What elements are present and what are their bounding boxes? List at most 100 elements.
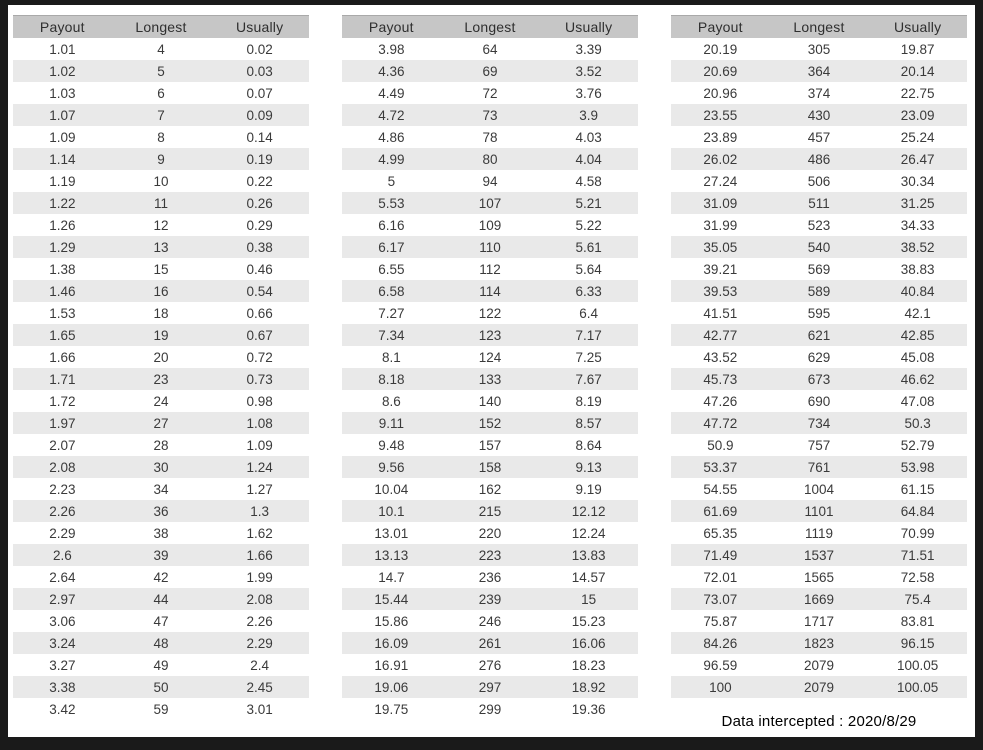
table-row: 8.1 124 7.25 — [342, 346, 638, 368]
table-row: 96.59 2079 100.05 — [671, 654, 967, 676]
table-cell: 1.72 — [49, 393, 76, 409]
table-cell: 100.05 — [897, 657, 939, 673]
table-row: 1.71 23 0.73 — [13, 368, 309, 390]
table-cell: 75.87 — [703, 613, 738, 629]
table-row: 3.42 59 3.01 — [13, 698, 309, 720]
page-background: Payout Longest Usually 1.01 4 0.02 1.02 5 0.03 1… — [8, 5, 975, 737]
header-row: Payout Longest Usually — [342, 15, 638, 38]
table-cell: 621 — [769, 324, 869, 346]
table-cell: 5 — [111, 60, 211, 82]
table-cell: 4.99 — [342, 148, 441, 170]
table-cell: 2.08 — [13, 456, 112, 478]
table-cell: 25.24 — [900, 129, 935, 145]
table-row: 3.06 47 2.26 — [13, 610, 309, 632]
table-cell: 7.34 — [342, 324, 441, 346]
table-row: 1.46 16 0.54 — [13, 280, 309, 302]
table-cell: 71.51 — [868, 544, 967, 566]
table-cell: 0.09 — [210, 104, 309, 126]
table-row: 47.26 690 47.08 — [671, 390, 967, 412]
table-row: 4.72 73 3.9 — [342, 104, 638, 126]
table-row: 84.26 1823 96.15 — [671, 632, 967, 654]
table-header: Payout Longest Usually — [671, 15, 967, 38]
table-cell: 690 — [807, 393, 831, 409]
table-cell: 16 — [111, 280, 211, 302]
table-cell: 69 — [440, 60, 540, 82]
table-cell: 0.26 — [210, 192, 309, 214]
table-cell: 1.27 — [246, 481, 273, 497]
table-cell: 2.97 — [13, 588, 112, 610]
table-row: 39.53 589 40.84 — [671, 280, 967, 302]
table-row: 3.27 49 2.4 — [13, 654, 309, 676]
table-row: 23.55 430 23.09 — [671, 104, 967, 126]
table-cell: 158 — [440, 456, 540, 478]
table-row: 1.09 8 0.14 — [13, 126, 309, 148]
table-cell: 157 — [478, 437, 502, 453]
table-cell: 18.23 — [571, 657, 606, 673]
table-cell: 35.05 — [671, 236, 770, 258]
table-cell: 595 — [807, 305, 831, 321]
table-cell: 38.52 — [868, 236, 967, 258]
table-cell: 3.06 — [49, 613, 76, 629]
table-cell: 239 — [440, 588, 540, 610]
table-cell: 4 — [157, 41, 165, 57]
table-cell: 1669 — [769, 588, 869, 610]
table-cell: 1.09 — [49, 129, 76, 145]
table-body: 20.19 305 19.87 20.69 364 20.14 20.96 374 22.75 2… — [671, 38, 967, 698]
table-cell: 4.58 — [575, 173, 602, 189]
table-cell: 19.75 — [374, 701, 409, 717]
table-row: 35.05 540 38.52 — [671, 236, 967, 258]
table-cell: 59 — [153, 701, 169, 717]
table-cell: 15 — [539, 588, 638, 610]
table-cell: 8.18 — [342, 368, 441, 390]
table-cell: 9.56 — [342, 456, 441, 478]
table-cell: 5.21 — [539, 192, 638, 214]
table-row: 14.7 236 14.57 — [342, 566, 638, 588]
table-cell: 39.53 — [671, 280, 770, 302]
table-cell: 53.37 — [671, 456, 770, 478]
table-cell: 23.89 — [703, 129, 738, 145]
table-cell: 2.29 — [210, 632, 309, 654]
table-row: 4.49 72 3.76 — [342, 82, 638, 104]
table-row: 100 2079 100.05 — [671, 676, 967, 698]
table-cell: 1.53 — [49, 305, 76, 321]
table-cell: 0.02 — [246, 41, 273, 57]
table-cell: 0.14 — [246, 129, 273, 145]
table-cell: 7.17 — [539, 324, 638, 346]
table-cell: 43.52 — [703, 349, 738, 365]
table-cell: 757 — [807, 437, 831, 453]
table-row: 2.23 34 1.27 — [13, 478, 309, 500]
table-cell: 1537 — [769, 544, 869, 566]
table-cell: 3.01 — [246, 701, 273, 717]
table-body: 1.01 4 0.02 1.02 5 0.03 1.03 6 0.07 1.07 7 0.09 1.09… — [13, 38, 309, 720]
table-cell: 6.58 — [342, 280, 441, 302]
table-cell: 50 — [111, 676, 211, 698]
table-cell: 5.64 — [575, 261, 602, 277]
table-cell: 18.92 — [539, 676, 638, 698]
table-cell: 64 — [482, 41, 498, 57]
table-cell: 6.55 — [378, 261, 405, 277]
table-cell: 8.6 — [381, 393, 401, 409]
table-cell: 47.72 — [671, 412, 770, 434]
table-cell: 1119 — [804, 525, 833, 541]
table-row: 9.56 158 9.13 — [342, 456, 638, 478]
table-row: 13.13 223 13.83 — [342, 544, 638, 566]
table-cell: 112 — [479, 261, 501, 277]
table-row: 6.16 109 5.22 — [342, 214, 638, 236]
table-cell: 94 — [482, 173, 498, 189]
table-cell: 47 — [153, 613, 169, 629]
table-cell: 24 — [153, 393, 169, 409]
table-cell: 589 — [769, 280, 869, 302]
table-cell: 1.62 — [246, 525, 273, 541]
table-cell: 71.49 — [671, 544, 770, 566]
table-cell: 42.77 — [671, 324, 770, 346]
table-cell: 36 — [111, 500, 211, 522]
payout-table-2: Payout Longest Usually 3.98 64 3.39 4.36 69 3.5… — [342, 15, 638, 720]
table-cell: 34 — [153, 481, 169, 497]
table-cell: 114 — [440, 280, 540, 302]
table-cell: 31.25 — [868, 192, 967, 214]
table-row: 16.91 276 18.23 — [342, 654, 638, 676]
table-cell: 41.51 — [703, 305, 738, 321]
table-cell: 162 — [478, 481, 502, 497]
table-cell: 629 — [807, 349, 831, 365]
table-row: 1.29 13 0.38 — [13, 236, 309, 258]
